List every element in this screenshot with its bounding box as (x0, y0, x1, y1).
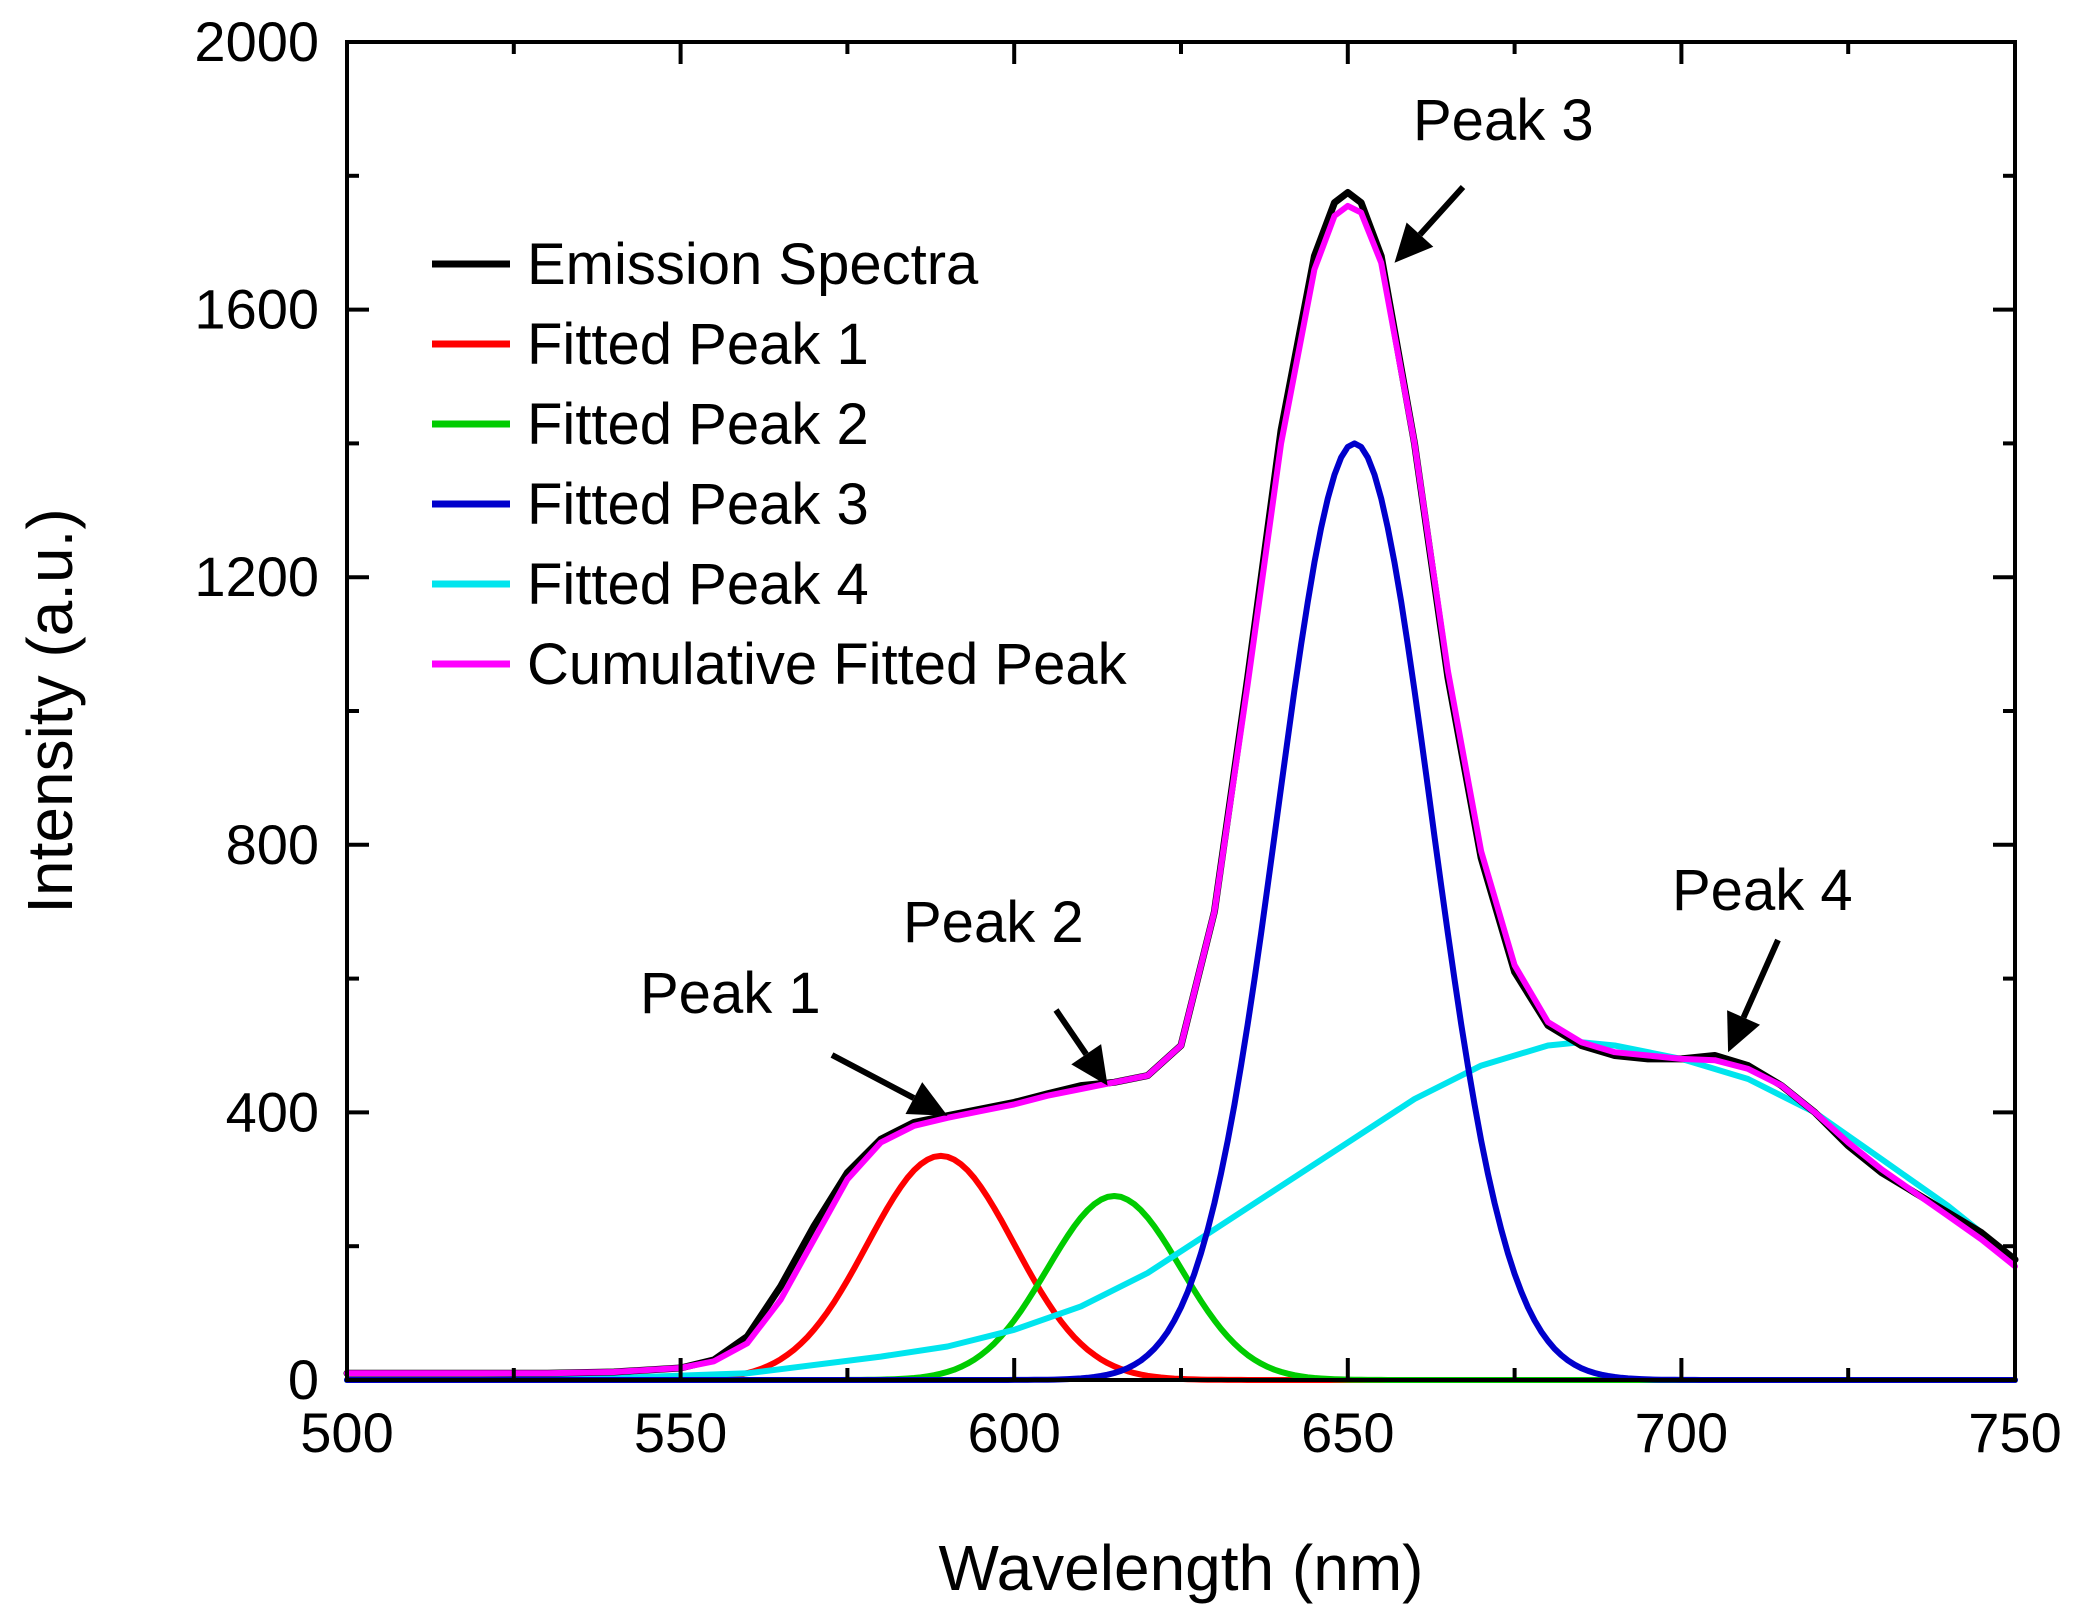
plot-frame (345, 40, 2017, 1382)
y-tick-label: 400 (226, 1080, 319, 1143)
y-axis-title: Intensity (a.u.) (14, 508, 86, 914)
annotations-layer: Peak 1 Peak 2 Peak 3 Peak 4 (640, 88, 1853, 1116)
series-line-cumulative-fitted-peak (344, 202, 2018, 1377)
y-tick-label: 2000 (194, 10, 319, 73)
annotation-arrow-shaft (1053, 1008, 1089, 1056)
legend-label-fitted-peak-3: Fitted Peak 3 (527, 472, 869, 537)
y-tick-label: 1200 (194, 545, 319, 608)
annotation-peak-1: Peak 1 (640, 961, 821, 1026)
x-tick-label: 700 (1635, 1401, 1728, 1464)
annotation-peak-2: Peak 2 (903, 890, 1084, 955)
annotation-peak-4: Peak 4 (1672, 858, 1853, 923)
annotation-arrow-shaft (1740, 938, 1781, 1019)
annotation-arrow-head (905, 1082, 948, 1116)
annotation-arrow-head (1394, 222, 1434, 263)
x-tick-label: 600 (967, 1401, 1060, 1464)
legend: Emission Spectra Fitted Peak 1 Fitted Peak… (432, 232, 1128, 697)
ticks-layer: 500 550 600 650 700 750 0 400 800 1200 1600 2000 (194, 10, 2061, 1464)
annotation-arrow-head (1071, 1044, 1108, 1086)
annotation-arrow-shaft (1417, 184, 1466, 237)
legend-label-fitted-peak-1: Fitted Peak 1 (527, 312, 869, 377)
x-axis-title: Wavelength (nm) (939, 1532, 1424, 1604)
x-tick-label: 750 (1968, 1401, 2061, 1464)
series-line-fitted-peak-4 (344, 1039, 2018, 1383)
x-tick-label: 500 (300, 1401, 393, 1464)
legend-label-fitted-peak-4: Fitted Peak 4 (527, 552, 869, 617)
annotation-peak-3: Peak 3 (1413, 88, 1594, 153)
x-tick-label: 550 (634, 1401, 727, 1464)
y-tick-label: 1600 (194, 278, 319, 341)
x-tick-label: 650 (1301, 1401, 1394, 1464)
y-tick-label: 0 (288, 1348, 319, 1411)
legend-label-emission-spectra: Emission Spectra (527, 232, 979, 297)
legend-label-cumulative-fitted-peak: Cumulative Fitted Peak (527, 632, 1128, 697)
y-tick-label: 800 (226, 813, 319, 876)
annotation-arrow-shaft (830, 1052, 916, 1101)
annotation-arrow-head (1727, 1010, 1760, 1053)
legend-label-fitted-peak-2: Fitted Peak 2 (527, 392, 869, 457)
